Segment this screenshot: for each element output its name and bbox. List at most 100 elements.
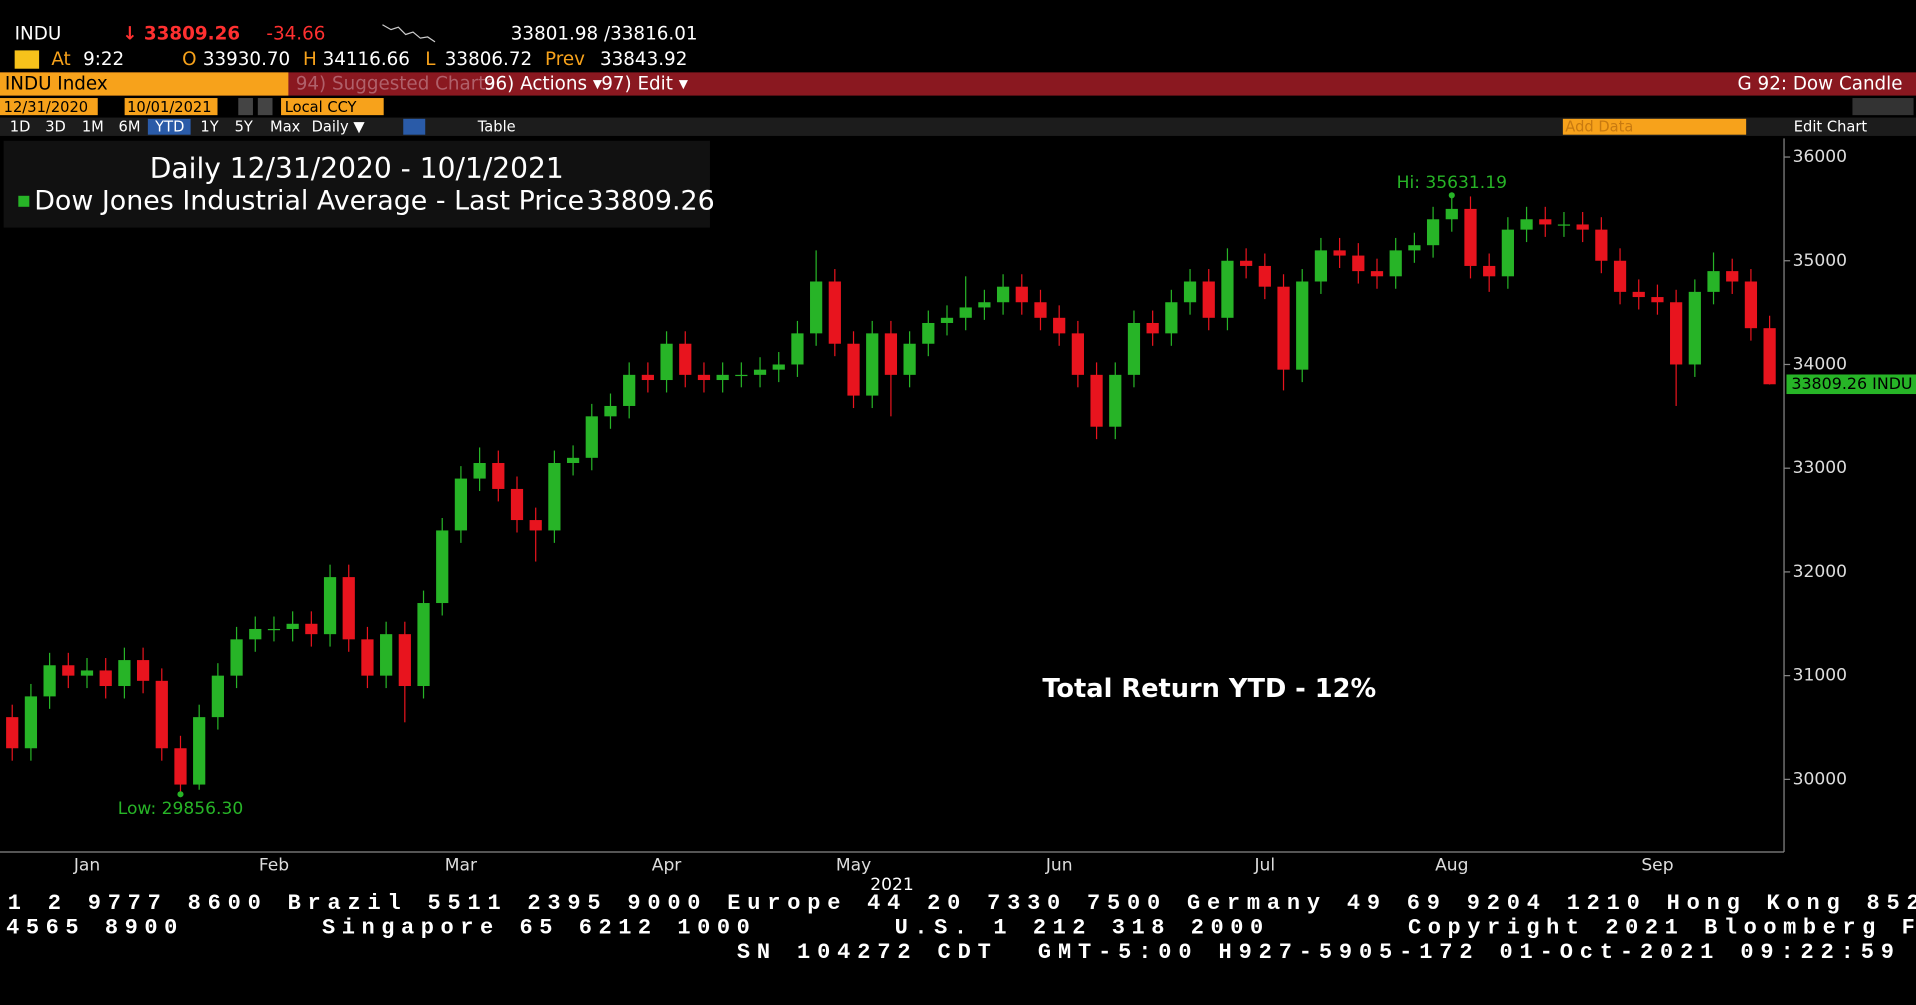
candle-body (791, 333, 804, 365)
period-highlight (147, 118, 191, 135)
candle-body (1370, 271, 1384, 277)
frequency[interactable]: Daily ▼ (312, 118, 366, 135)
candle-body (1314, 250, 1328, 282)
candle-body (1296, 281, 1309, 370)
prev-button[interactable] (238, 98, 253, 116)
candle-body (80, 670, 94, 676)
footer-line: 61 2 9777 8600 Brazil 5511 2395 9000 Eur… (0, 891, 1916, 916)
candle-body (1632, 291, 1645, 298)
y-tick-label: 35000 (1793, 251, 1847, 271)
edit-menu[interactable]: 97) Edit ▾ (601, 74, 689, 95)
candle-body (1688, 291, 1701, 365)
period-button[interactable]: 5Y (235, 118, 253, 135)
candle-body (772, 364, 785, 370)
candle-body (1277, 286, 1290, 370)
candle-body (1258, 265, 1271, 287)
candle-body (604, 405, 617, 417)
candle-body (866, 333, 879, 396)
candle-body (43, 665, 56, 697)
x-tick-label: Sep (1641, 855, 1673, 875)
y-tick-label: 36000 (1793, 147, 1847, 167)
period-button[interactable]: 6M (119, 118, 141, 135)
bid-ask: 33801.98 /33816.01 (511, 23, 698, 44)
high-marker (1448, 192, 1455, 199)
chart-type-button[interactable] (403, 118, 426, 135)
candle-body (1520, 219, 1533, 230)
actions-menu[interactable]: 96) Actions ▾ (484, 74, 603, 95)
candle-body (847, 343, 860, 396)
candle-body (6, 717, 19, 749)
candle-body (193, 717, 206, 785)
candle-body (1445, 208, 1458, 220)
candle-body (978, 302, 991, 308)
suggested-charts[interactable]: 94) Suggested Charts (296, 74, 495, 95)
candle-body (417, 603, 430, 687)
x-tick-label: May (836, 855, 871, 875)
open-value: 33930.70 (203, 49, 290, 70)
candle-body (641, 374, 654, 381)
last-price: ↓ 33809.26 (122, 23, 240, 44)
security-field[interactable] (0, 72, 289, 96)
alert-icon[interactable] (14, 50, 40, 69)
x-tick-label: Jul (1254, 855, 1276, 875)
edit-chart[interactable]: Edit Chart (1794, 118, 1868, 135)
security: INDU Index (5, 74, 108, 95)
sparkline (382, 24, 436, 43)
currency-field[interactable] (281, 98, 384, 116)
period-button[interactable]: Max (270, 118, 301, 135)
candle-body (1576, 224, 1589, 230)
chart-title: Daily 12/31/2020 - 10/1/2021 (150, 152, 564, 185)
end-date-field[interactable] (124, 98, 218, 116)
start-date-field[interactable] (0, 98, 98, 116)
candle-body (436, 530, 449, 604)
candle-body (1053, 317, 1066, 334)
candle-body (1389, 250, 1402, 277)
candle-body (1557, 224, 1571, 226)
y-tick-label: 33000 (1793, 458, 1847, 478)
candle-body (548, 463, 561, 531)
period-button[interactable]: YTD (154, 118, 184, 135)
period-button[interactable]: 1D (10, 118, 31, 135)
candle-body (1221, 260, 1234, 318)
toolbar (0, 72, 1916, 96)
candle-body (230, 639, 243, 676)
high-annotation: Hi: 35631.19 (1397, 173, 1507, 193)
candle-body (1333, 250, 1346, 256)
high-value: 34116.66 (323, 49, 410, 70)
period-button[interactable]: 1M (82, 118, 104, 135)
candle-body (510, 488, 524, 521)
low-value: 33806.72 (445, 49, 532, 70)
candle-body (1539, 219, 1552, 225)
legend-swatch (18, 195, 30, 207)
period-button[interactable]: 3D (45, 118, 66, 135)
candle-body (1352, 255, 1365, 272)
y-tick-label: 31000 (1793, 666, 1847, 686)
x-tick-label: Jun (1045, 855, 1073, 875)
candle-body (566, 457, 580, 464)
candle-body (1015, 286, 1028, 303)
add-data-field[interactable] (1562, 118, 1747, 135)
candle-body (996, 286, 1010, 303)
period-button[interactable]: 1Y (200, 118, 218, 135)
total-return-note: Total Return YTD - 12% (1042, 674, 1376, 704)
candle-body (1464, 208, 1477, 266)
price-change: -34.66 (266, 23, 325, 44)
period-buttons: 1D 3D 1M 6M YTD 1Y 5Y Max (10, 118, 301, 135)
candle-body (398, 634, 411, 687)
time: 9:22 (83, 49, 124, 70)
prev-value: 33843.92 (600, 49, 687, 70)
candle-body (1726, 271, 1739, 282)
legend-entry: Dow Jones Industrial Average - Last Pric… (34, 185, 584, 216)
next-button[interactable] (257, 98, 273, 116)
undo-buttons[interactable] (1852, 98, 1914, 116)
x-tick-label: Apr (652, 855, 683, 875)
candle-body (136, 660, 150, 681)
ticker: INDU (15, 23, 62, 44)
table-button[interactable]: Table (477, 118, 516, 135)
candle-body (828, 281, 841, 344)
candle-body (380, 634, 393, 676)
plot: 30000 31000 32000 33000 34000 35000 36000 Jan Fe… (6, 147, 1916, 875)
prev-label: Prev (545, 49, 585, 70)
candle-body (623, 374, 636, 406)
